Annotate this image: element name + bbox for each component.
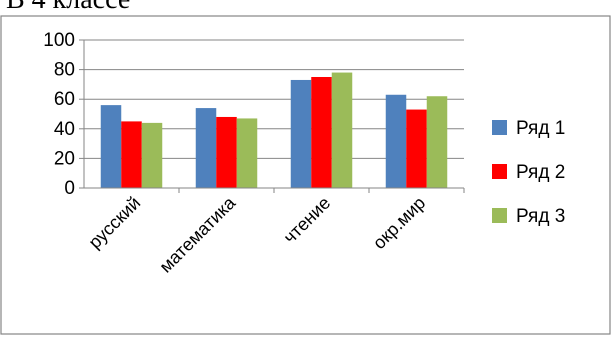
y-tick-label: 20	[54, 148, 75, 169]
bar-3-1	[141, 122, 163, 188]
legend-label-3: Ряд 3	[516, 206, 565, 227]
bar-1-3	[290, 79, 312, 188]
bar-3-3	[331, 72, 353, 188]
legend-label-1: Ряд 1	[516, 118, 565, 139]
bar-2-4	[406, 109, 427, 188]
y-tick-label: 40	[54, 119, 75, 140]
y-tick-label: 80	[54, 60, 75, 81]
y-tick-label: 0	[64, 178, 75, 199]
y-tick-label: 60	[54, 89, 75, 110]
bar-1-1	[100, 105, 122, 188]
bar-1-4	[385, 94, 407, 188]
legend-swatch-3	[492, 208, 507, 223]
bar-2-3	[311, 77, 332, 188]
bar-1-2	[195, 108, 217, 188]
legend-label-2: Ряд 2	[516, 162, 565, 183]
bars	[100, 72, 448, 188]
top-caption: В 4 классе	[6, 0, 130, 15]
y-tick-label: 100	[43, 30, 75, 51]
legend-swatch-2	[492, 164, 507, 179]
bar-2-2	[216, 116, 237, 188]
bar-2-1	[121, 121, 142, 188]
legend-swatch-1	[492, 120, 507, 135]
legend: Ряд 1 Ряд 2 Ряд 3	[492, 118, 565, 227]
bar-3-2	[236, 118, 258, 188]
bar-3-4	[426, 96, 448, 188]
y-axis-ticks: 0 20 40 60 80 100	[43, 30, 84, 199]
